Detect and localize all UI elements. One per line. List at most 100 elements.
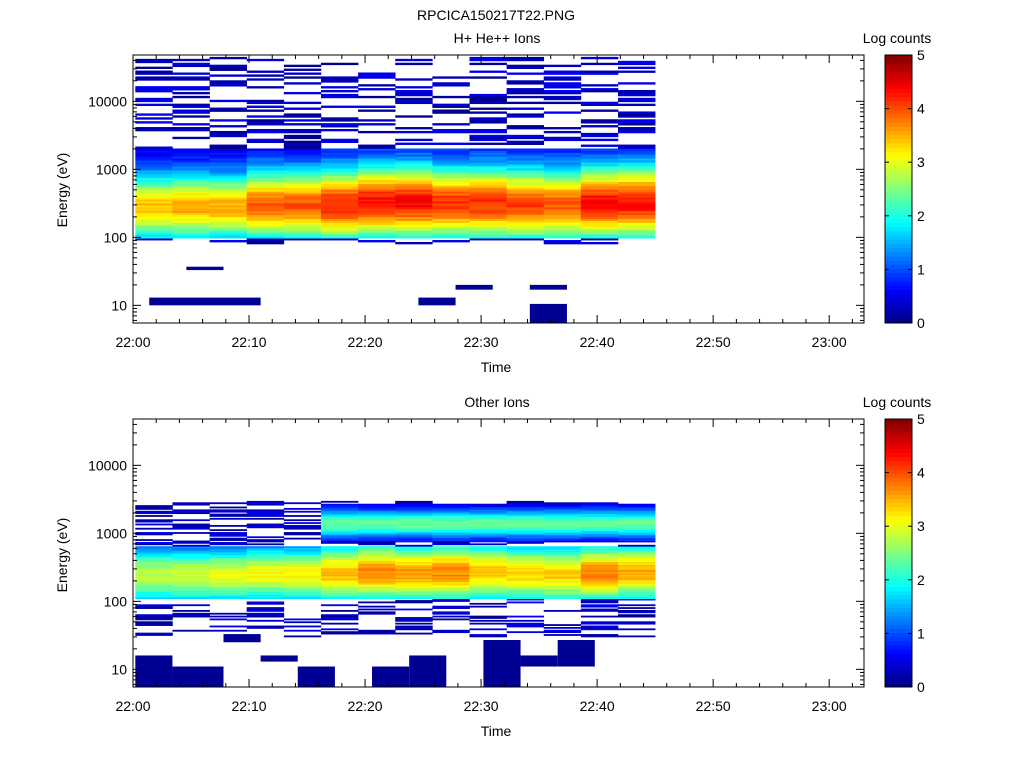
heatmap-cell	[246, 539, 285, 541]
heatmap-cell	[618, 520, 656, 523]
heatmap-cell	[580, 539, 619, 541]
heatmap-cell	[320, 597, 359, 600]
heatmap-cell	[172, 105, 210, 108]
heatmap-cell	[469, 189, 507, 192]
heatmap-cell	[135, 556, 173, 558]
heatmap-cell	[135, 173, 173, 177]
heatmap-cell	[543, 567, 582, 570]
heatmap-cell	[432, 128, 470, 132]
heatmap-cell	[580, 187, 619, 190]
heatmap-cell	[172, 571, 210, 574]
heatmap-cell	[580, 181, 619, 184]
heatmap-cell	[246, 185, 285, 188]
heatmap-cell	[506, 171, 545, 175]
heatmap-cell	[135, 162, 173, 165]
heatmap-cell	[469, 197, 507, 200]
heatmap-cell	[395, 632, 433, 635]
heatmap-cell	[283, 91, 322, 95]
heatmap-cell	[135, 208, 173, 212]
heatmap-cell	[172, 574, 210, 577]
heatmap-cell	[246, 608, 285, 611]
heatmap-cell	[543, 540, 582, 543]
heatmap-cell	[283, 72, 322, 75]
heatmap-cell	[618, 553, 656, 556]
heatmap-cell	[135, 206, 173, 210]
heatmap-cell	[283, 519, 322, 522]
colorbar-segment	[885, 506, 912, 512]
heatmap-cell	[618, 230, 656, 233]
heatmap-cell	[432, 575, 470, 578]
heatmap-cell	[395, 90, 433, 93]
heatmap-cell	[358, 594, 396, 597]
heatmap-cell	[543, 111, 582, 114]
heatmap-cell	[395, 557, 433, 560]
colorbar-segment	[885, 565, 912, 571]
heatmap-cell	[395, 187, 433, 190]
heatmap-cell	[418, 297, 456, 306]
heatmap-cell	[283, 515, 322, 517]
heatmap-cell	[246, 543, 285, 546]
heatmap-cell	[395, 154, 433, 157]
heatmap-cell	[618, 561, 656, 564]
heatmap-cell	[395, 574, 433, 577]
heatmap-cell	[618, 175, 656, 179]
heatmap-cell	[543, 515, 582, 517]
heatmap-cell	[320, 513, 359, 516]
heatmap-cell	[432, 234, 470, 237]
heatmap-cell	[618, 536, 656, 539]
heatmap-cell	[618, 587, 656, 590]
heatmap-cell	[358, 519, 396, 522]
heatmap-cell	[172, 72, 210, 75]
heatmap-cell	[580, 520, 619, 523]
heatmap-cell	[469, 216, 507, 219]
heatmap-cell	[135, 86, 173, 89]
heatmap-cell	[543, 236, 582, 239]
heatmap-cell	[209, 66, 248, 69]
heatmap-cell	[358, 218, 396, 221]
colorbar-tick-label: 5	[917, 47, 925, 63]
heatmap-cell	[469, 222, 507, 225]
heatmap-cell	[432, 111, 470, 114]
colorbar-segment	[885, 172, 912, 177]
heatmap-cell	[320, 78, 359, 81]
heatmap-cell	[506, 549, 545, 551]
heatmap-cell	[432, 573, 470, 575]
heatmap-cell	[618, 614, 656, 617]
heatmap-cell	[469, 121, 507, 124]
heatmap-cell	[246, 560, 285, 563]
heatmap-cell	[320, 507, 359, 510]
heatmap-cell	[580, 212, 619, 216]
heatmap-cell	[135, 66, 173, 69]
heatmap-cell	[246, 197, 285, 200]
heatmap-cell	[506, 601, 545, 604]
heatmap-cell	[246, 99, 285, 103]
heatmap-cell	[320, 236, 359, 239]
heatmap-cell	[395, 539, 433, 541]
heatmap-cell	[618, 216, 656, 219]
colorbar-segment	[885, 666, 912, 671]
heatmap-cell	[618, 591, 656, 594]
heatmap-cell	[469, 592, 507, 595]
heatmap-cell	[320, 158, 359, 161]
plot-border	[132, 418, 865, 688]
heatmap-cell	[543, 224, 582, 227]
heatmap-cell	[543, 574, 582, 577]
heatmap-cell	[320, 614, 359, 617]
colorbar-segment	[885, 603, 912, 608]
heatmap-cell	[469, 519, 507, 522]
heatmap-cell	[358, 88, 396, 91]
heatmap-cell	[506, 516, 545, 519]
heatmap-cell	[506, 577, 545, 580]
colorbar-tick-label: 4	[917, 101, 925, 117]
heatmap-cell	[469, 234, 507, 237]
heatmap-cell	[358, 534, 396, 537]
heatmap-cell	[469, 558, 507, 561]
colorbar-segment	[885, 427, 912, 433]
heatmap-cell	[172, 171, 210, 175]
heatmap-cell	[135, 171, 173, 175]
heatmap-cell	[618, 570, 656, 573]
heatmap-cell	[543, 138, 582, 142]
heatmap-cell	[432, 564, 470, 567]
heatmap-cell	[395, 101, 433, 105]
